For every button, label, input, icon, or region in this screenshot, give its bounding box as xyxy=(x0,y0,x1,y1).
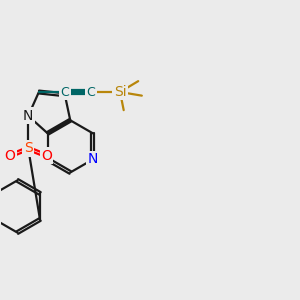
Text: N: N xyxy=(88,152,98,167)
Text: S: S xyxy=(24,142,33,155)
Text: C: C xyxy=(61,85,69,98)
Text: Si: Si xyxy=(114,85,126,99)
Text: O: O xyxy=(41,149,52,163)
Text: C: C xyxy=(87,85,95,98)
Text: O: O xyxy=(5,149,16,163)
Text: N: N xyxy=(23,109,33,123)
